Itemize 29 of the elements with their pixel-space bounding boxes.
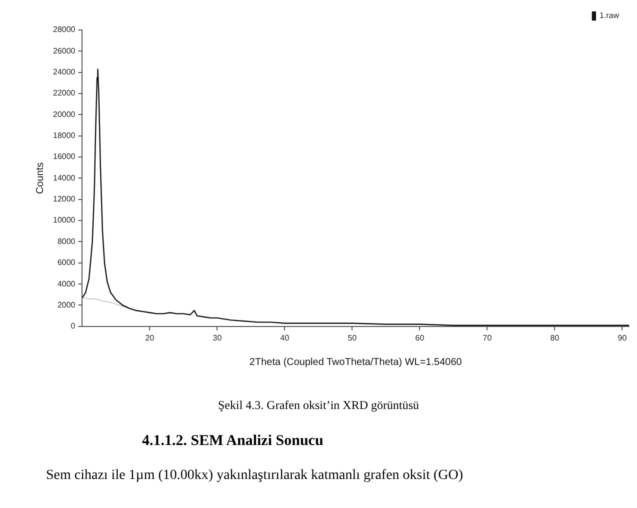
x-tick-label: 60 xyxy=(415,333,425,342)
text: 4.1.1.2. SEM Analizi Sonucu xyxy=(141,433,324,450)
x-tick-label: 70 xyxy=(482,333,492,342)
y-tick-label: 18000 xyxy=(52,131,76,140)
x-tick-label: 20 xyxy=(145,333,155,342)
y-tick-label: 14000 xyxy=(52,173,76,182)
y-tick-label: 20000 xyxy=(52,110,76,119)
y-tick-label: 8000 xyxy=(57,236,76,246)
y-tick-label: 2000 xyxy=(57,300,76,310)
y-tick-label: 22000 xyxy=(52,88,76,98)
text: Şekil 4.3. Grafen oksit’in XRD görüntüsü xyxy=(217,398,420,413)
y-tick-label: 16000 xyxy=(52,152,76,162)
x-axis-title: 2Theta (Coupled TwoTheta/Theta) WL=1.54060 xyxy=(249,356,462,368)
y-tick-label: 4000 xyxy=(57,279,76,288)
y-tick-label: 6000 xyxy=(57,258,76,268)
y-tick-label: 26000 xyxy=(52,46,76,56)
x-tick-label: 90 xyxy=(618,333,628,342)
x-tick-label: 80 xyxy=(550,333,560,342)
y-axis-title: Counts xyxy=(34,162,46,194)
y-tick-label: 24000 xyxy=(52,68,76,77)
y-tick-label: 10000 xyxy=(52,216,76,225)
y-tick-label: 0 xyxy=(70,322,76,331)
text: Sem cihazı ile 1µm (10.00kx) yakınlaştırılarak katmanlı grafen oksit (GO) xyxy=(45,468,464,484)
y-tick-label: 12000 xyxy=(52,194,76,204)
x-tick-label: 30 xyxy=(212,333,222,342)
x-tick-label: 50 xyxy=(348,333,358,342)
x-tick-label: 40 xyxy=(280,333,290,342)
legend-label: 1.raw xyxy=(599,11,620,20)
y-tick-label: 28000 xyxy=(52,25,76,34)
